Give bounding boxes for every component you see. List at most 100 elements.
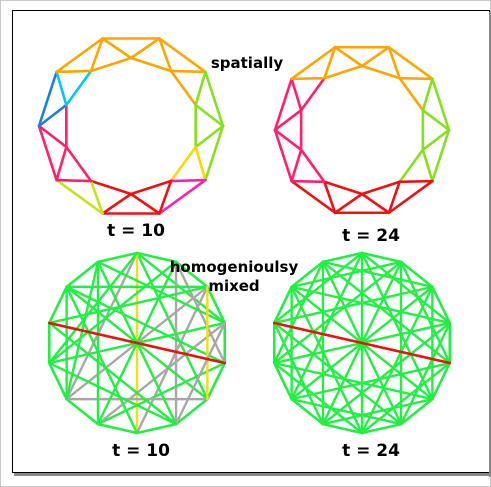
edge: [55, 37, 104, 74]
time-label-mixed-t10: t = 10: [112, 441, 170, 461]
edge: [431, 361, 452, 401]
edge: [169, 69, 207, 74]
edge: [135, 422, 178, 435]
edge: [398, 179, 434, 184]
edge: [273, 361, 434, 401]
edge: [48, 260, 178, 365]
edge: [65, 251, 139, 401]
edge: [55, 70, 68, 107]
edge: [37, 124, 58, 182]
edge: [323, 180, 337, 215]
shadow-bottom: [14, 473, 491, 476]
edge: [194, 145, 207, 182]
edge: [96, 321, 226, 426]
edge: [158, 179, 173, 215]
edge: [321, 251, 364, 264]
edge: [360, 192, 391, 215]
edge: [174, 321, 226, 426]
edge: [321, 321, 451, 426]
edge: [360, 251, 451, 325]
edge: [65, 397, 100, 426]
edge: [360, 180, 401, 196]
edge: [55, 178, 93, 183]
edge: [169, 69, 197, 107]
edge: [290, 260, 403, 289]
edge: [431, 285, 452, 325]
edge: [399, 260, 451, 365]
edge: [194, 103, 225, 128]
edge: [299, 76, 326, 112]
edge: [206, 361, 227, 401]
edge: [431, 128, 451, 183]
edge: [273, 361, 364, 435]
mixed-network-t24: [272, 251, 452, 435]
edge: [158, 37, 207, 74]
edge: [174, 260, 209, 289]
edge: [129, 179, 173, 196]
edge: [273, 77, 293, 132]
edge: [174, 397, 209, 426]
edge: [290, 285, 451, 325]
edge: [321, 260, 451, 365]
edge: [321, 260, 434, 289]
edge: [360, 422, 403, 435]
edge: [89, 56, 133, 73]
edge: [65, 69, 93, 107]
edge: [360, 251, 403, 264]
edge: [290, 76, 326, 81]
edge: [273, 260, 403, 365]
edge: [47, 321, 227, 365]
edge: [398, 148, 425, 184]
edge: [290, 148, 303, 183]
edge: [65, 260, 100, 289]
edge: [135, 251, 209, 401]
time-label-spatial-t24: t = 24: [342, 226, 400, 246]
edge: [290, 260, 325, 289]
edge: [169, 145, 197, 183]
spatial-network-t10: [37, 37, 225, 215]
edge: [55, 178, 104, 215]
edge: [421, 128, 451, 152]
edge: [101, 37, 133, 60]
edge: [169, 178, 207, 183]
edge: [272, 285, 293, 325]
edge: [290, 397, 403, 426]
edge: [47, 361, 68, 401]
edge: [290, 251, 364, 401]
edge: [96, 422, 139, 435]
edge: [135, 251, 178, 264]
edge: [273, 128, 293, 183]
edge: [290, 179, 337, 215]
edge: [96, 251, 139, 264]
edge: [273, 285, 434, 325]
edge: [55, 69, 93, 74]
edge: [47, 285, 68, 325]
edge: [333, 192, 364, 215]
edge: [290, 77, 303, 112]
caption-spatially: spatially: [211, 54, 284, 72]
edge: [158, 178, 207, 215]
edge: [89, 37, 104, 73]
edge: [89, 179, 133, 196]
edge: [290, 285, 364, 435]
edge: [299, 148, 326, 184]
edge: [399, 397, 434, 426]
edge: [48, 251, 139, 365]
edge: [360, 64, 401, 80]
edge: [37, 103, 68, 128]
edge: [194, 124, 225, 149]
edge: [421, 108, 451, 132]
edge: [206, 285, 227, 325]
edge: [65, 285, 139, 435]
edge: [323, 45, 337, 80]
edge: [204, 70, 225, 128]
edge: [421, 77, 434, 112]
edge: [431, 77, 451, 132]
edge: [321, 397, 434, 426]
edge: [129, 56, 173, 73]
edge: [290, 179, 326, 184]
edge: [360, 45, 391, 68]
shadow-right: [489, 12, 491, 477]
edge: [273, 321, 403, 426]
